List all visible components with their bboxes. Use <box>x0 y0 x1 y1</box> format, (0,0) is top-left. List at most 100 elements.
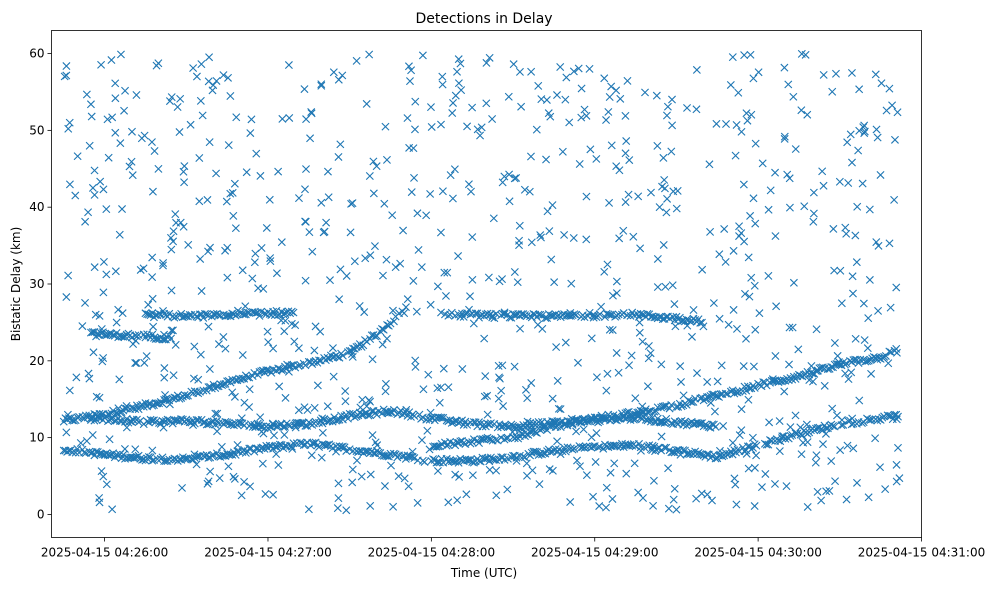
data-point <box>653 141 662 150</box>
data-point <box>771 352 780 361</box>
data-point <box>689 306 698 315</box>
data-point <box>543 314 552 323</box>
data-point <box>603 369 612 378</box>
data-point <box>623 76 632 85</box>
data-point <box>86 448 95 457</box>
data-point <box>698 265 707 274</box>
scatter-points <box>59 49 904 515</box>
data-point <box>131 445 140 454</box>
data-point <box>556 450 565 459</box>
data-point <box>485 53 494 62</box>
data-point <box>668 95 676 104</box>
data-point <box>604 310 613 319</box>
data-point <box>872 125 881 134</box>
data-point <box>842 495 851 504</box>
data-point <box>478 434 487 443</box>
data-point <box>99 257 108 266</box>
data-point <box>255 311 264 320</box>
data-point <box>426 103 435 112</box>
data-point <box>258 459 267 468</box>
data-point <box>218 451 227 460</box>
data-point <box>294 194 303 203</box>
data-point <box>660 418 669 427</box>
data-point <box>102 270 111 279</box>
data-point <box>198 111 207 120</box>
data-point <box>856 355 865 364</box>
data-point <box>121 86 130 95</box>
data-point <box>379 325 388 334</box>
data-point <box>855 85 864 94</box>
data-point <box>770 479 779 488</box>
data-point <box>167 286 176 295</box>
data-point <box>750 463 759 472</box>
data-point <box>349 446 358 455</box>
data-point <box>827 457 836 466</box>
data-point <box>732 388 740 396</box>
data-point <box>615 234 624 243</box>
data-point <box>291 423 300 432</box>
data-point <box>881 485 890 494</box>
data-point <box>709 299 718 308</box>
data-point <box>783 170 792 179</box>
data-point <box>851 334 860 343</box>
data-point <box>160 330 169 339</box>
data-point <box>575 462 584 471</box>
data-point <box>456 59 465 68</box>
data-point <box>318 414 327 423</box>
data-point <box>849 356 858 365</box>
data-point <box>510 268 519 276</box>
data-point <box>408 447 417 456</box>
data-point <box>132 359 141 367</box>
x-tick-label: 2025-04-15 04:27:00 <box>204 546 331 560</box>
data-point <box>160 373 169 382</box>
data-point <box>604 107 613 116</box>
data-point <box>893 443 902 452</box>
data-point <box>176 94 185 103</box>
data-point <box>275 382 284 391</box>
data-point <box>454 458 463 467</box>
data-point <box>190 450 199 459</box>
data-point <box>503 485 512 494</box>
data-point <box>641 88 650 97</box>
data-point <box>660 443 669 452</box>
data-point <box>683 321 692 330</box>
data-point <box>213 427 222 436</box>
data-point <box>751 219 760 228</box>
data-point <box>332 447 341 456</box>
data-point <box>560 230 569 239</box>
data-point <box>288 444 297 453</box>
data-point <box>269 344 278 353</box>
data-point <box>442 455 451 464</box>
data-point <box>764 271 773 280</box>
data-point <box>469 319 478 328</box>
data-point <box>735 222 744 231</box>
data-point <box>780 63 789 72</box>
data-point <box>737 127 746 136</box>
data-point <box>65 180 74 189</box>
data-point <box>294 344 303 353</box>
data-point <box>561 95 570 104</box>
data-point <box>775 417 784 426</box>
data-point <box>411 97 420 106</box>
data-point <box>151 334 160 343</box>
data-point <box>90 328 99 337</box>
data-point <box>212 169 221 178</box>
data-point <box>585 308 594 317</box>
data-point <box>482 99 491 108</box>
data-point <box>859 123 868 132</box>
data-point <box>302 165 311 174</box>
data-point <box>373 441 382 450</box>
data-point <box>204 247 213 256</box>
data-point <box>455 472 464 481</box>
data-point <box>101 451 110 459</box>
data-point <box>274 167 283 176</box>
data-point <box>505 197 514 206</box>
data-point <box>358 395 367 404</box>
data-point <box>221 344 230 353</box>
data-point <box>751 139 760 148</box>
data-point <box>743 116 752 125</box>
data-point <box>616 94 625 103</box>
data-point <box>749 362 758 371</box>
data-point <box>865 205 874 214</box>
data-point <box>752 451 761 460</box>
